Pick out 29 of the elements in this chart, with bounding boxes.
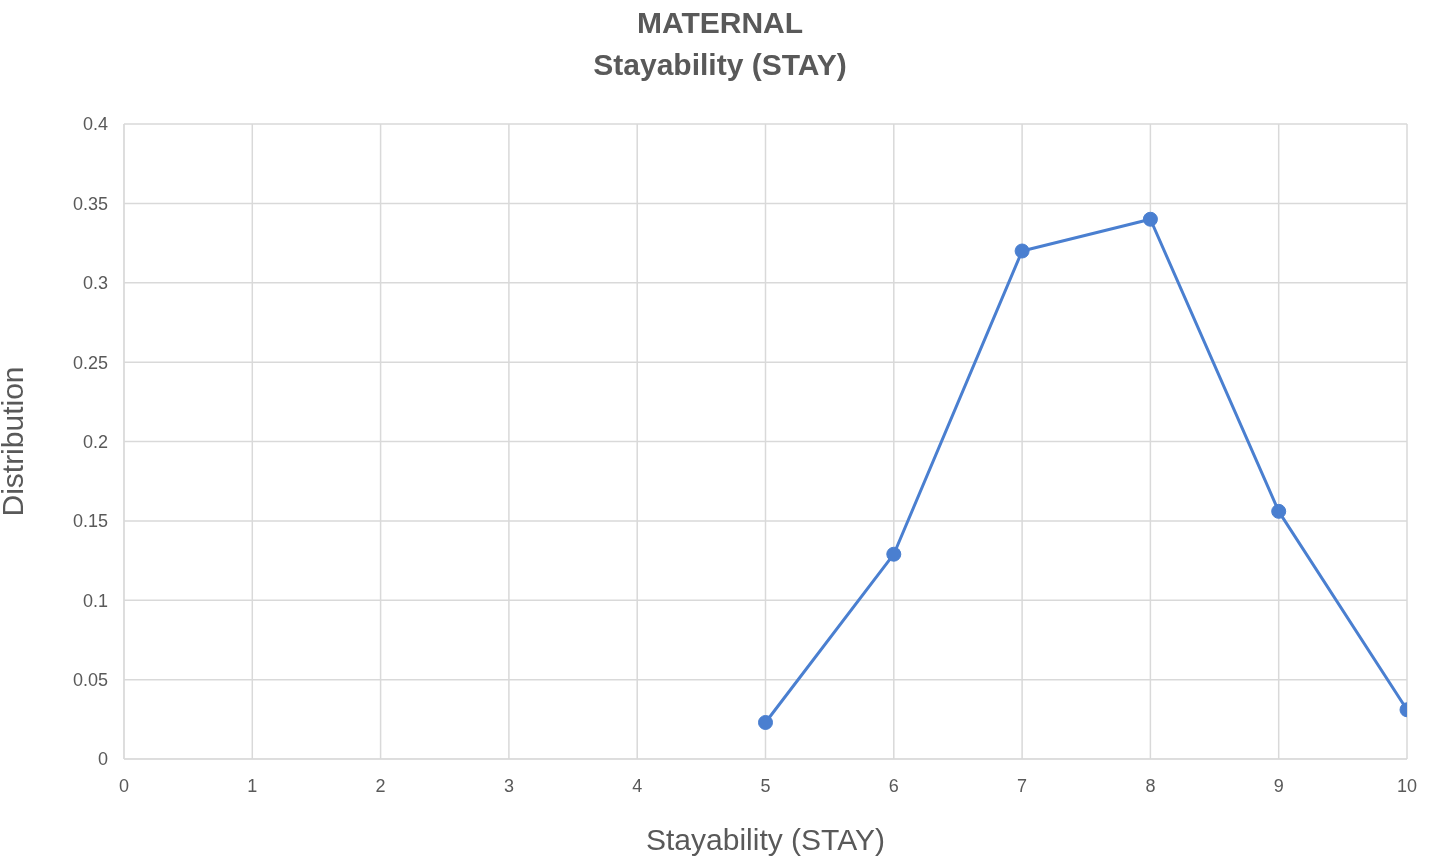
y-axis-title: Distribution bbox=[0, 366, 29, 517]
point bbox=[1014, 243, 1030, 259]
y-tick-label: 0.15 bbox=[72, 511, 108, 532]
chart-subtitle: Stayability (STAY) bbox=[592, 47, 848, 83]
x-tick-label: 10 bbox=[1396, 775, 1418, 796]
y-tick-label: 0 bbox=[97, 749, 108, 770]
x-tick-label: 0 bbox=[118, 775, 130, 796]
x-tick-label: 9 bbox=[1273, 775, 1284, 796]
x-axis-title: Stayability (STAY) bbox=[646, 823, 885, 856]
x-tick-label: 1 bbox=[247, 775, 258, 796]
y-tick-label: 0.2 bbox=[82, 431, 108, 452]
x-tick-label: 3 bbox=[503, 775, 514, 796]
x-tick-label: 4 bbox=[632, 775, 643, 796]
x-tick-label: 2 bbox=[375, 775, 386, 796]
x-tick-label: 6 bbox=[888, 775, 899, 796]
point bbox=[886, 546, 902, 562]
point bbox=[1271, 503, 1287, 519]
point bbox=[758, 714, 773, 730]
x-tick-label: 8 bbox=[1145, 775, 1156, 796]
y-tick-label: 0.35 bbox=[72, 193, 108, 214]
y-tick-label: 0.4 bbox=[82, 114, 108, 135]
chart-title: MATERNAL bbox=[635, 5, 805, 41]
point bbox=[1142, 211, 1158, 227]
y-tick-label: 0.25 bbox=[72, 352, 108, 373]
y-tick-label: 0.05 bbox=[72, 670, 108, 691]
x-tick-label: 7 bbox=[1017, 775, 1028, 796]
x-tick-label: 5 bbox=[760, 775, 771, 796]
y-tick-label: 0.3 bbox=[82, 273, 108, 294]
y-tick-label: 0.1 bbox=[82, 590, 108, 611]
